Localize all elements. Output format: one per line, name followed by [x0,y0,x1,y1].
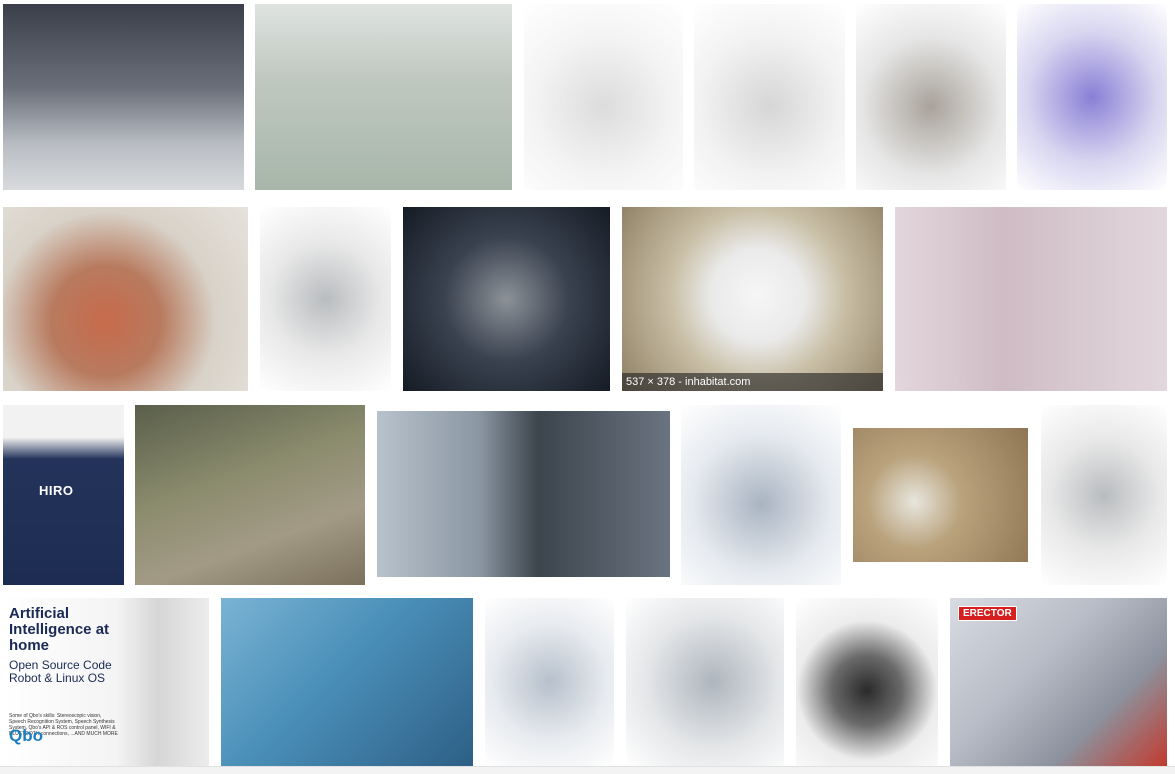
result-image[interactable] [3,207,248,391]
result-image[interactable]: Artificial Intelligence at home Open Sou… [3,598,209,766]
result-image[interactable]: 537 × 378 - inhabitat.com [622,207,883,391]
humanoid-robots-pink-bg-image [895,207,1167,391]
image-caption: 537 × 378 - inhabitat.com [622,373,883,391]
man-with-dinosaur-robot-image [221,598,473,766]
result-image[interactable] [1017,4,1167,190]
qbo-robot-ad-image [3,598,209,766]
next-row-peek [0,766,1175,774]
panda-robot-image [796,598,938,766]
qbo-logo: Qbo [9,726,43,745]
green-robot-hug-image [255,4,512,190]
result-image[interactable] [377,411,670,577]
qbo-ad-subtitle: Open Source Code Robot & Linux OS [9,658,112,685]
white-robot-dog-image [524,4,683,190]
result-image[interactable] [260,207,391,391]
purple-toy-robot-image [1017,4,1167,190]
joebot-robot-image [260,207,391,391]
result-image[interactable] [1041,405,1167,585]
result-image[interactable] [524,4,683,190]
brown-robot-dog-image [856,4,1006,190]
man-with-service-robot-image [626,598,784,766]
blob-robots-image [3,207,248,391]
aibo-on-carpet-image [853,428,1028,562]
result-image[interactable] [796,598,938,766]
result-image[interactable] [626,598,784,766]
erector-robot-box-image [950,598,1167,766]
result-image[interactable] [895,207,1167,391]
service-robot-image [485,598,614,766]
result-image[interactable] [135,405,365,585]
dalmatian-robot-dog-image [694,4,845,190]
joebot-robot-repeat-image [1041,405,1167,585]
hiro-label: HIRO [39,483,74,498]
qbo-ad-title: Artificial Intelligence at home [9,605,110,654]
silver-robot-dark-bg-image [403,207,610,391]
erector-brand-logo: ERECTOR [958,606,1017,621]
aibo-robot-dog-image [681,405,841,585]
pillow-face-robot-image [622,207,883,391]
humanoid-robot-crowd-image [3,4,244,190]
result-image[interactable] [694,4,845,190]
result-image[interactable]: ERECTOR [950,598,1167,766]
result-image[interactable] [856,4,1006,190]
qbo-ad-features: Some of Qbo's skills: Stereoscopic visio… [9,713,118,737]
result-image[interactable] [255,4,512,190]
result-image[interactable] [485,598,614,766]
result-image[interactable] [681,405,841,585]
result-image[interactable] [853,428,1028,562]
result-image[interactable] [221,598,473,766]
hiro-robot-image [3,405,124,585]
result-image[interactable] [3,4,244,190]
dark-humanoid-robot-image [377,411,670,577]
result-image[interactable]: HIRO [3,405,124,585]
nao-robot-park-image [135,405,365,585]
result-image[interactable] [403,207,610,391]
